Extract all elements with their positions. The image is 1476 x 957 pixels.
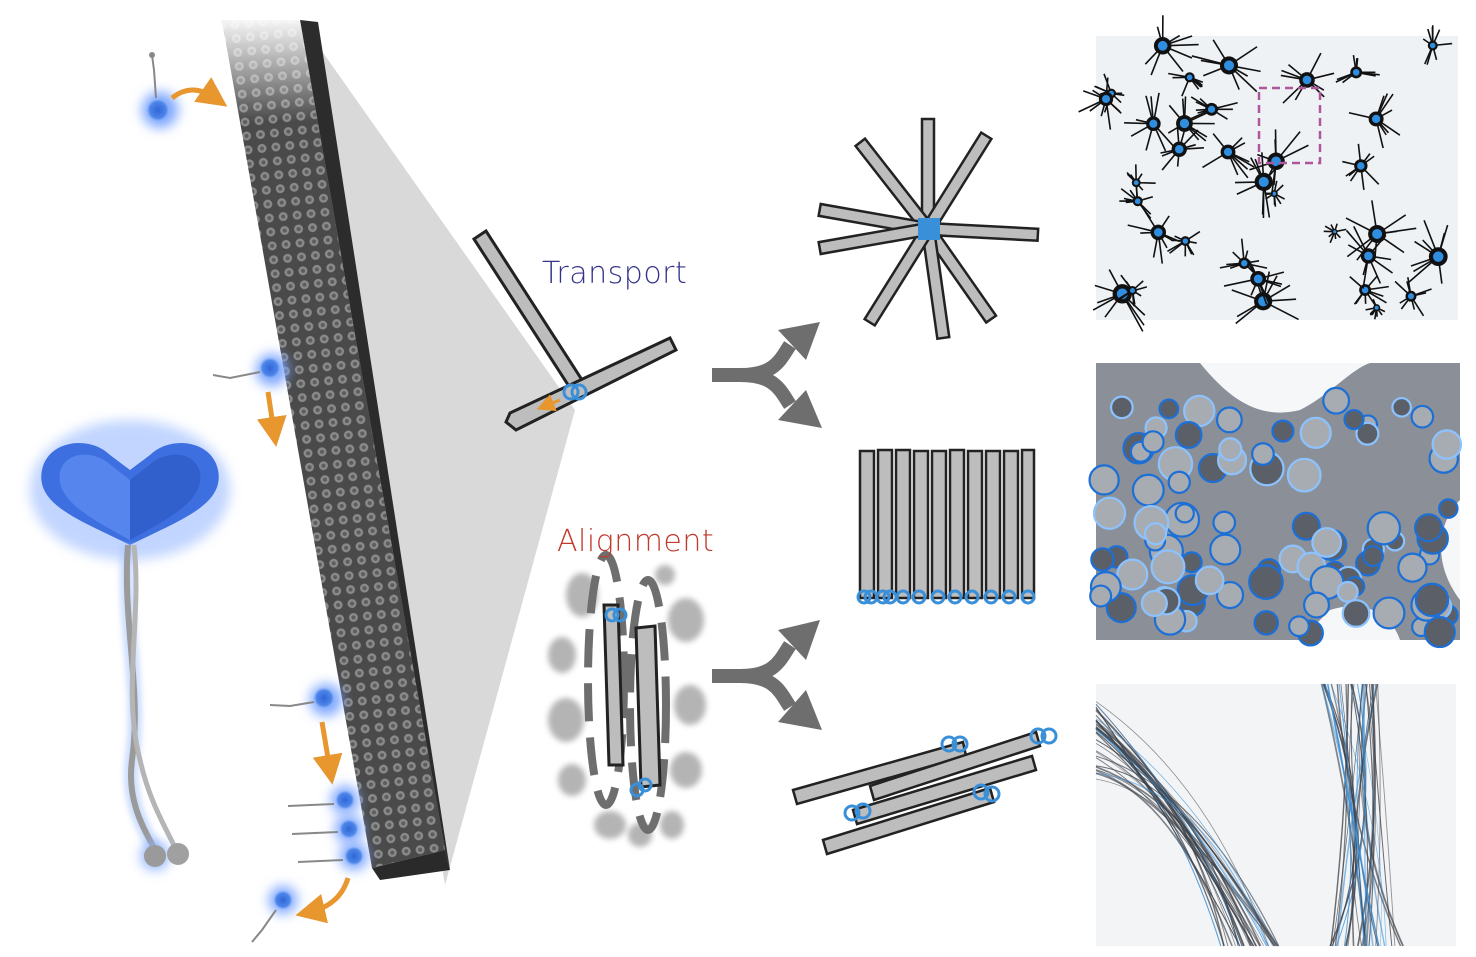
microtubule <box>222 20 450 880</box>
motor-mid <box>212 354 288 447</box>
motor-lower <box>269 684 343 785</box>
bundle-micrograph <box>1095 683 1456 947</box>
network-micrograph <box>1088 363 1463 649</box>
orange-arrow-top <box>170 77 228 107</box>
orange-arrow-lower <box>312 721 343 785</box>
split-arrow-transport <box>712 322 822 428</box>
motor-top <box>142 52 228 128</box>
motor-blue-dot <box>570 383 588 401</box>
orange-arrow-mid <box>256 391 287 447</box>
filament <box>634 624 662 789</box>
motor-stack <box>287 786 368 870</box>
nematic-bundle-schematic <box>791 727 1058 856</box>
alignment-schematic <box>548 551 706 847</box>
motor-release <box>251 877 351 943</box>
transport-schematic <box>471 228 679 432</box>
polar-bundle-schematic <box>856 448 1036 605</box>
aster-schematic <box>817 117 1040 341</box>
aster-micrograph <box>1078 15 1458 332</box>
motor-blue-dot <box>562 383 580 401</box>
crop-box <box>1257 86 1322 165</box>
filament <box>602 603 625 767</box>
split-arrow-alignment <box>712 620 822 730</box>
alignment-label: Alignment <box>557 524 715 559</box>
crowding-blobs <box>548 565 706 847</box>
zoom-cone <box>300 20 575 885</box>
kinesin-motor-large <box>30 420 230 870</box>
transport-label: Transport <box>542 256 688 291</box>
orange-arrow-release <box>295 877 351 924</box>
